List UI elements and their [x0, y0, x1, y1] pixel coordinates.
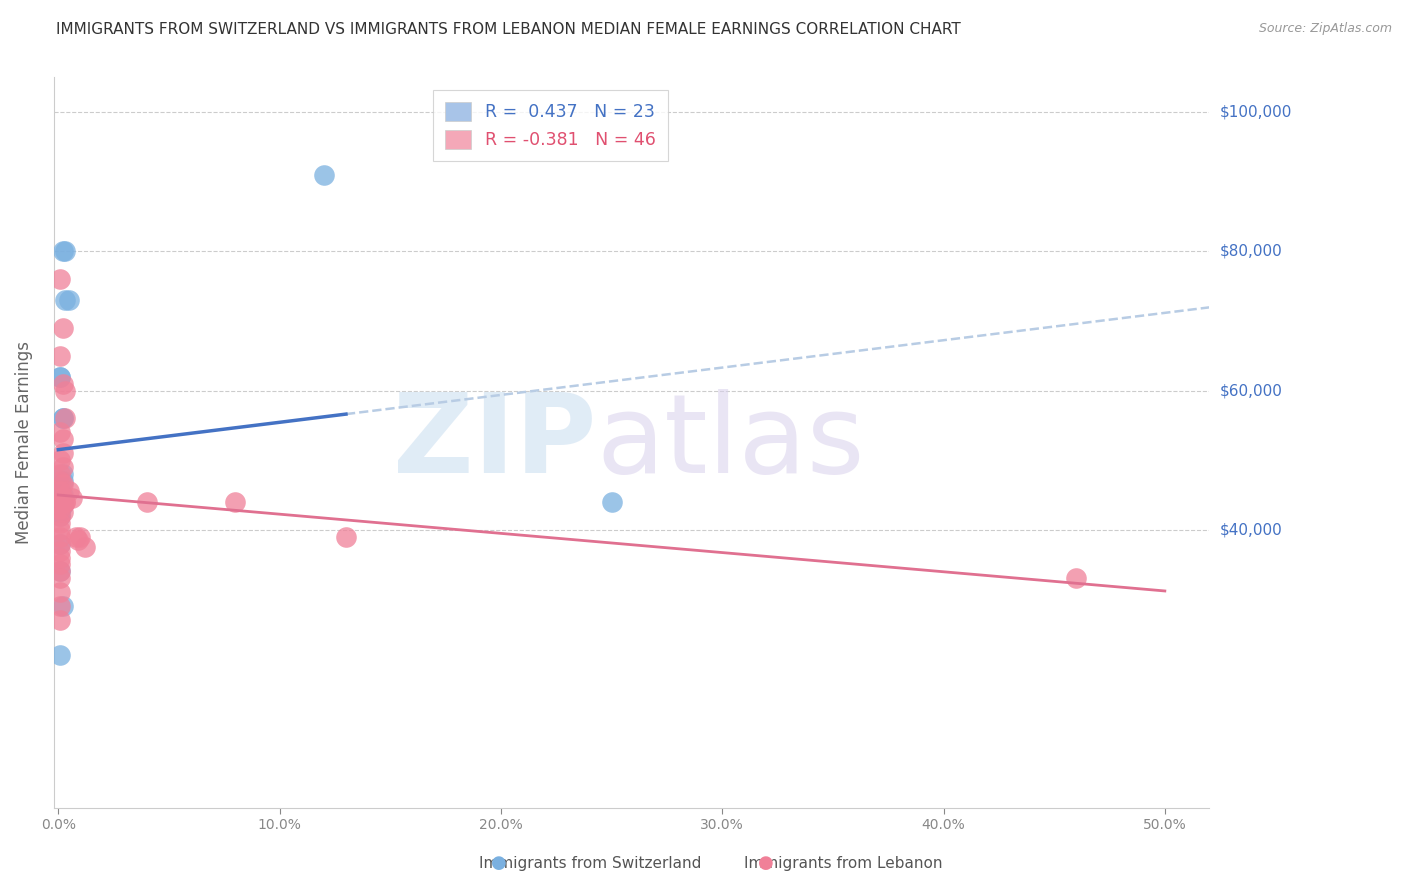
Text: Immigrants from Lebanon: Immigrants from Lebanon [744, 856, 943, 871]
Text: ●: ● [758, 855, 775, 872]
Point [52, 411, 75, 425]
Point [49, 505, 72, 519]
Point [600, 495, 623, 509]
Point [49, 501, 72, 516]
Text: $100,000: $100,000 [1220, 104, 1292, 120]
Point [52, 446, 75, 460]
Point [49, 484, 72, 499]
Point [49, 369, 72, 384]
Legend: R =  0.437   N = 23, R = -0.381   N = 46: R = 0.437 N = 23, R = -0.381 N = 46 [433, 90, 668, 161]
Point [49, 565, 72, 579]
Point [52, 477, 75, 491]
Point [49, 467, 72, 481]
Point [49, 599, 72, 614]
Point [52, 411, 75, 425]
Point [52, 599, 75, 614]
Point [60, 491, 83, 506]
Text: $80,000: $80,000 [1220, 244, 1282, 259]
Point [49, 571, 72, 585]
Point [69, 530, 91, 544]
Point [49, 453, 72, 467]
Y-axis label: Median Female Earnings: Median Female Earnings [15, 342, 32, 544]
Text: Immigrants from Switzerland: Immigrants from Switzerland [479, 856, 702, 871]
Point [49, 516, 72, 530]
Point [49, 499, 72, 513]
Text: ZIP: ZIP [394, 389, 596, 496]
Point [49, 508, 72, 523]
Point [49, 613, 72, 627]
Point [49, 565, 72, 579]
Point [52, 495, 75, 509]
Point [49, 585, 72, 599]
Point [49, 648, 72, 662]
Point [53, 495, 76, 509]
Point [52, 505, 75, 519]
Point [49, 530, 72, 544]
Point [52, 460, 75, 475]
Point [52, 321, 75, 335]
Point [52, 467, 75, 481]
Point [49, 484, 72, 499]
Point [1066, 571, 1088, 585]
Point [49, 523, 72, 537]
Point [52, 488, 75, 502]
Point [49, 536, 72, 550]
Point [65, 530, 87, 544]
Text: $40,000: $40,000 [1220, 522, 1282, 537]
Point [53, 495, 76, 509]
Point [73, 540, 96, 554]
Point [53, 244, 76, 259]
Point [58, 293, 80, 307]
Text: IMMIGRANTS FROM SWITZERLAND VS IMMIGRANTS FROM LEBANON MEDIAN FEMALE EARNINGS CO: IMMIGRANTS FROM SWITZERLAND VS IMMIGRANT… [56, 22, 960, 37]
Point [135, 495, 157, 509]
Point [67, 533, 90, 548]
Text: $60,000: $60,000 [1220, 383, 1284, 398]
Point [312, 168, 335, 182]
Point [335, 530, 357, 544]
Point [49, 543, 72, 558]
Point [49, 558, 72, 572]
Point [52, 244, 75, 259]
Point [49, 495, 72, 509]
Text: atlas: atlas [596, 389, 865, 496]
Point [53, 293, 76, 307]
Point [52, 376, 75, 391]
Point [52, 474, 75, 488]
Point [53, 411, 76, 425]
Point [49, 491, 72, 506]
Text: Source: ZipAtlas.com: Source: ZipAtlas.com [1258, 22, 1392, 36]
Point [49, 508, 72, 523]
Point [52, 491, 75, 506]
Point [49, 536, 72, 550]
Point [49, 425, 72, 440]
Point [224, 495, 246, 509]
Point [49, 501, 72, 516]
Point [49, 474, 72, 488]
Point [49, 272, 72, 286]
Point [52, 432, 75, 446]
Point [49, 550, 72, 565]
Point [58, 484, 80, 499]
Point [49, 369, 72, 384]
Point [53, 384, 76, 398]
Text: ●: ● [491, 855, 508, 872]
Point [52, 499, 75, 513]
Point [49, 349, 72, 363]
